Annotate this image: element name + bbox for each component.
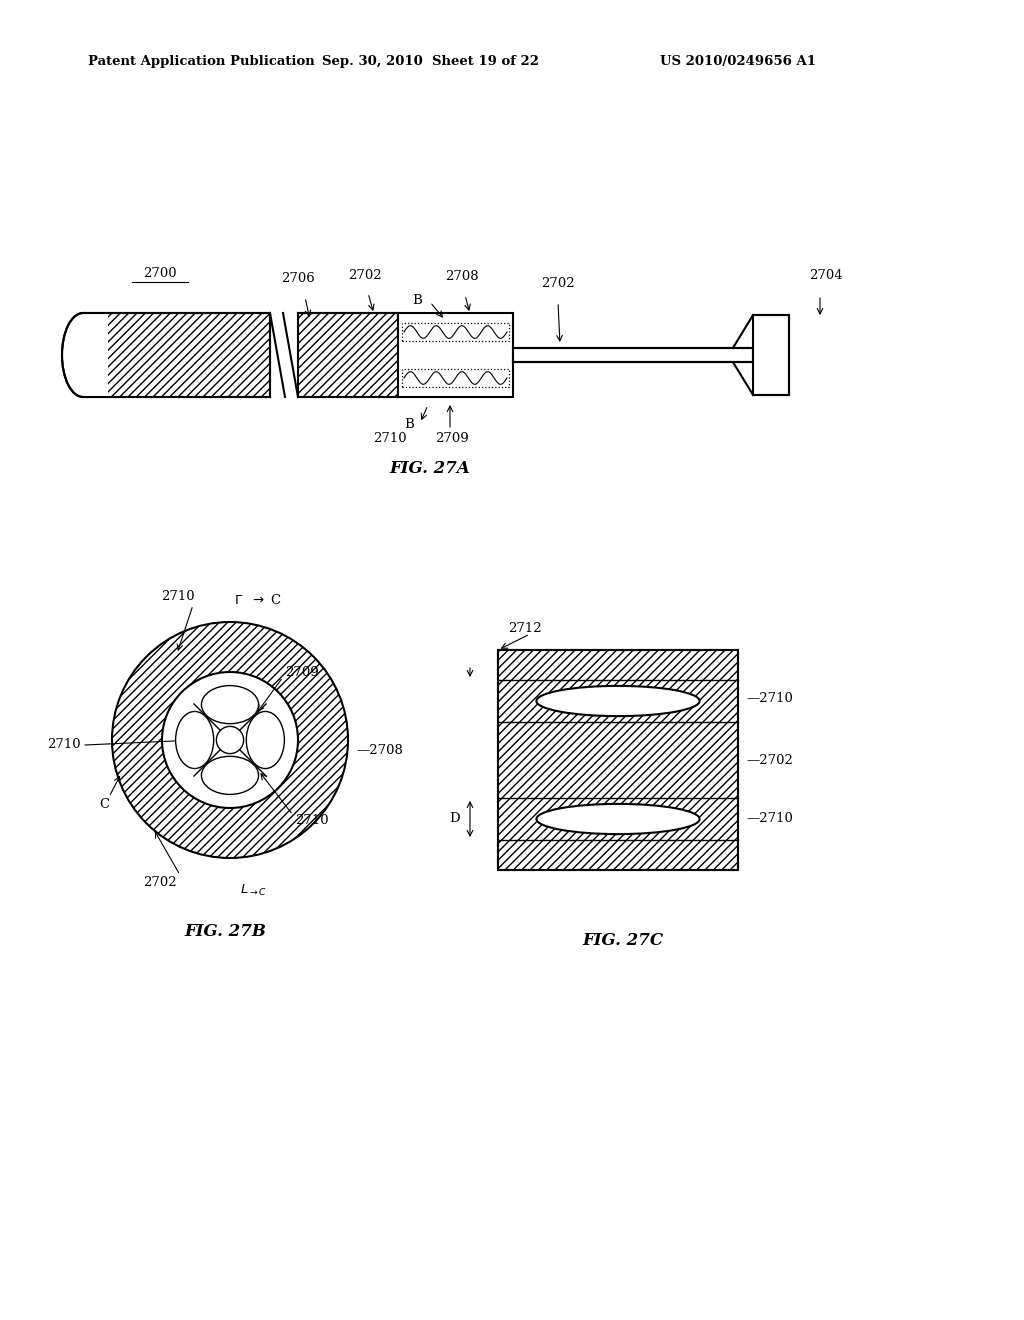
- Bar: [83, 313, 270, 397]
- Text: C: C: [99, 799, 110, 812]
- Bar: [83, 313, 109, 397]
- Text: 2709: 2709: [435, 432, 469, 445]
- Text: FIG. 27B: FIG. 27B: [184, 923, 266, 940]
- Text: 2709: 2709: [285, 665, 318, 678]
- Text: —2710: —2710: [746, 693, 793, 705]
- Text: $\rightarrow$ C: $\rightarrow$ C: [250, 593, 282, 607]
- Text: FIG. 27A: FIG. 27A: [389, 459, 470, 477]
- Ellipse shape: [537, 804, 699, 834]
- Bar: [402, 323, 509, 341]
- Text: B: B: [413, 293, 422, 306]
- Text: Patent Application Publication: Patent Application Publication: [88, 55, 314, 69]
- Ellipse shape: [202, 756, 258, 795]
- Text: 2702: 2702: [542, 277, 574, 290]
- Text: 2710: 2710: [373, 432, 407, 445]
- Text: Sep. 30, 2010  Sheet 19 of 22: Sep. 30, 2010 Sheet 19 of 22: [322, 55, 539, 69]
- Text: 2708: 2708: [445, 271, 479, 282]
- Text: —2710: —2710: [746, 813, 793, 825]
- Ellipse shape: [175, 711, 214, 768]
- Circle shape: [112, 622, 348, 858]
- Text: 2704: 2704: [809, 269, 843, 282]
- Polygon shape: [733, 315, 753, 395]
- Bar: [402, 370, 509, 387]
- Ellipse shape: [247, 711, 285, 768]
- Ellipse shape: [537, 686, 699, 717]
- Ellipse shape: [62, 313, 104, 397]
- Bar: [298, 313, 398, 397]
- Text: —2708: —2708: [356, 743, 402, 756]
- Text: 2710: 2710: [161, 590, 195, 603]
- Text: —2702: —2702: [746, 754, 793, 767]
- Text: 2706: 2706: [282, 272, 314, 285]
- Text: 2712: 2712: [508, 622, 542, 635]
- Circle shape: [216, 726, 244, 754]
- Bar: [398, 313, 513, 397]
- Bar: [753, 315, 790, 395]
- Text: 2710: 2710: [295, 813, 329, 826]
- Text: D: D: [450, 813, 460, 825]
- Text: 2710: 2710: [47, 738, 81, 751]
- Bar: [498, 649, 738, 870]
- Text: 2702: 2702: [143, 876, 177, 890]
- Text: B: B: [404, 418, 414, 432]
- Text: 2702: 2702: [348, 269, 382, 282]
- Bar: [513, 348, 753, 362]
- Circle shape: [162, 672, 298, 808]
- Text: $L_{\rightarrow C}$: $L_{\rightarrow C}$: [240, 883, 267, 898]
- Bar: [498, 649, 738, 870]
- Text: 2700: 2700: [143, 267, 177, 280]
- Ellipse shape: [202, 685, 258, 723]
- Text: US 2010/0249656 A1: US 2010/0249656 A1: [660, 55, 816, 69]
- Text: FIG. 27C: FIG. 27C: [583, 932, 664, 949]
- Text: $\Gamma$: $\Gamma$: [233, 594, 243, 606]
